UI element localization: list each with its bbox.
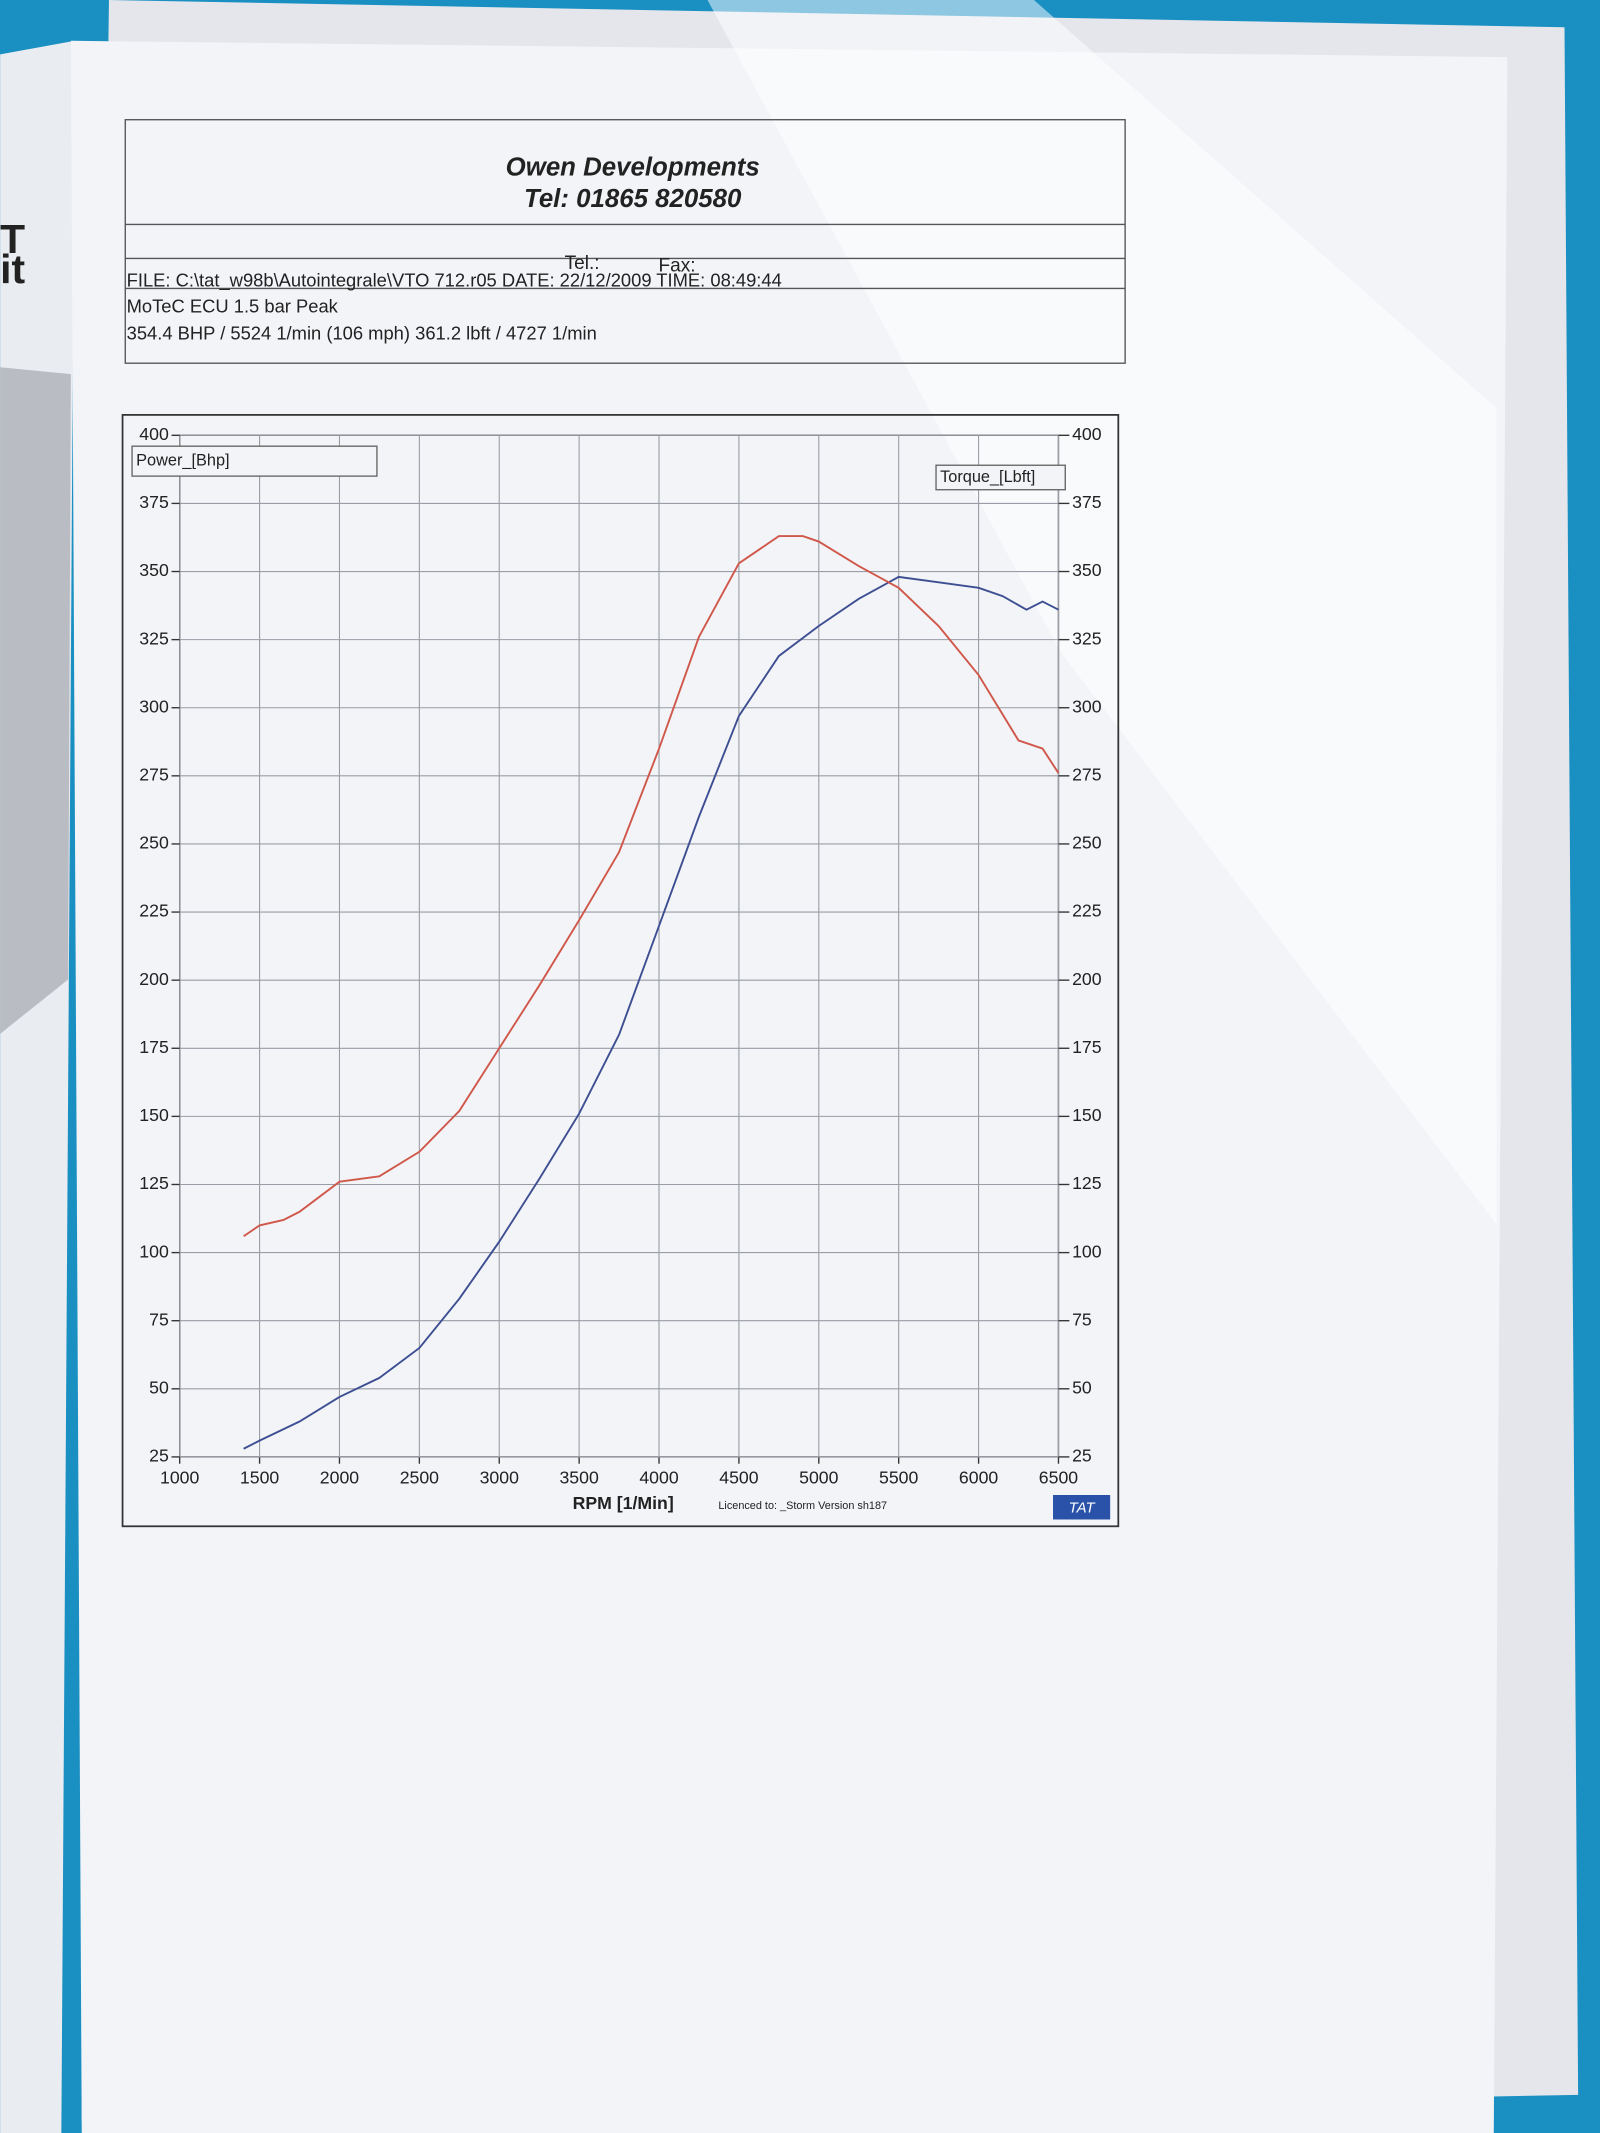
y-tick-label: 325 bbox=[139, 628, 169, 648]
logo-box bbox=[1053, 1495, 1111, 1520]
x-tick-label: 6000 bbox=[959, 1467, 998, 1487]
y-tick-label: 350 bbox=[139, 560, 169, 580]
y2-tick-label: 175 bbox=[1072, 1037, 1102, 1057]
y2-tick-label: 375 bbox=[1072, 492, 1102, 512]
left-paper-text: it bbox=[0, 246, 25, 292]
left-paper bbox=[0, 40, 75, 2133]
chart-frame bbox=[121, 414, 1120, 1528]
y-tick-label: 175 bbox=[139, 1037, 169, 1057]
y-tick-label: 150 bbox=[139, 1105, 169, 1125]
header-phone: Tel: 01865 820580 bbox=[524, 185, 742, 213]
x-tick-label: 2500 bbox=[400, 1467, 439, 1487]
y-tick-label: 225 bbox=[139, 901, 169, 921]
series-line bbox=[243, 535, 1060, 1238]
legend-box bbox=[131, 445, 378, 477]
y-tick-label: 375 bbox=[139, 492, 169, 512]
y2-tick-label: 325 bbox=[1072, 628, 1102, 648]
y-tick-label: 75 bbox=[149, 1309, 169, 1329]
header-title: Owen Developments bbox=[506, 154, 760, 182]
setup-line: MoTeC ECU 1.5 bar Peak bbox=[127, 295, 339, 316]
x-tick-label: 1500 bbox=[240, 1467, 279, 1487]
y-tick-label: 400 bbox=[139, 424, 169, 444]
x-axis-label: RPM [1/Min] bbox=[573, 1493, 674, 1513]
tel-label: Tel.: bbox=[565, 253, 600, 274]
file-line: FILE: C:\tat_w98b\Autointegrale\VTO 712.… bbox=[127, 269, 782, 291]
y2-tick-label: 25 bbox=[1072, 1446, 1092, 1466]
y-tick-label: 275 bbox=[139, 765, 169, 785]
x-tick-label: 1000 bbox=[160, 1467, 199, 1487]
y-tick-label: 125 bbox=[139, 1173, 169, 1193]
x-tick-label: 2000 bbox=[320, 1467, 359, 1487]
y2-tick-label: 75 bbox=[1072, 1309, 1092, 1329]
x-tick-label: 4000 bbox=[639, 1467, 678, 1487]
plot: 1000 1500 2000 2500 3000 3500 4000 4500 5000 5500… bbox=[139, 424, 1101, 1487]
x-tick-label: 6500 bbox=[1039, 1467, 1078, 1487]
licence: Licenced to: _Storm Version sh187 bbox=[718, 1500, 887, 1512]
y2-tick-label: 300 bbox=[1072, 696, 1102, 716]
x-tick-label: 3000 bbox=[480, 1467, 519, 1487]
left-paper-text: T bbox=[0, 216, 25, 262]
y-tick-label: 250 bbox=[139, 833, 169, 853]
x-tick-label: 3500 bbox=[559, 1467, 598, 1487]
y2-tick-label: 200 bbox=[1072, 969, 1102, 989]
y2-tick-label: 100 bbox=[1072, 1241, 1102, 1261]
logo: TAT bbox=[1069, 1500, 1097, 1517]
y-tick-label: 25 bbox=[149, 1446, 169, 1466]
y2-tick-label: 350 bbox=[1072, 560, 1102, 580]
y-tick-label: 300 bbox=[139, 696, 169, 716]
peaks-line: 354.4 BHP / 5524 1/min (106 mph) 361.2 l… bbox=[127, 322, 597, 343]
left-paper-shade bbox=[0, 367, 71, 1034]
x-tick-label: 4500 bbox=[719, 1467, 758, 1487]
legend-box bbox=[935, 464, 1066, 491]
y2-tick-label: 125 bbox=[1072, 1173, 1102, 1193]
legend-entry: Power_[Bhp] bbox=[136, 451, 229, 469]
y2-tick-label: 225 bbox=[1072, 901, 1102, 921]
fax-label: Fax: bbox=[659, 256, 696, 277]
y-tick-label: 50 bbox=[149, 1377, 169, 1397]
y2-tick-label: 250 bbox=[1072, 833, 1102, 853]
series-line bbox=[243, 575, 1059, 1450]
y2-tick-label: 50 bbox=[1072, 1377, 1092, 1397]
y-tick-label: 200 bbox=[139, 969, 169, 989]
y2-tick-label: 150 bbox=[1072, 1105, 1102, 1125]
y2-tick-label: 400 bbox=[1072, 424, 1102, 444]
y-tick-label: 100 bbox=[139, 1241, 169, 1261]
header-frame bbox=[124, 119, 1126, 364]
legend-entry: Torque_[Lbft] bbox=[940, 468, 1035, 486]
x-tick-label: 5000 bbox=[799, 1467, 838, 1487]
y2-tick-label: 275 bbox=[1072, 765, 1102, 785]
light-patch bbox=[707, 0, 1497, 1225]
x-tick-label: 5500 bbox=[879, 1467, 918, 1487]
